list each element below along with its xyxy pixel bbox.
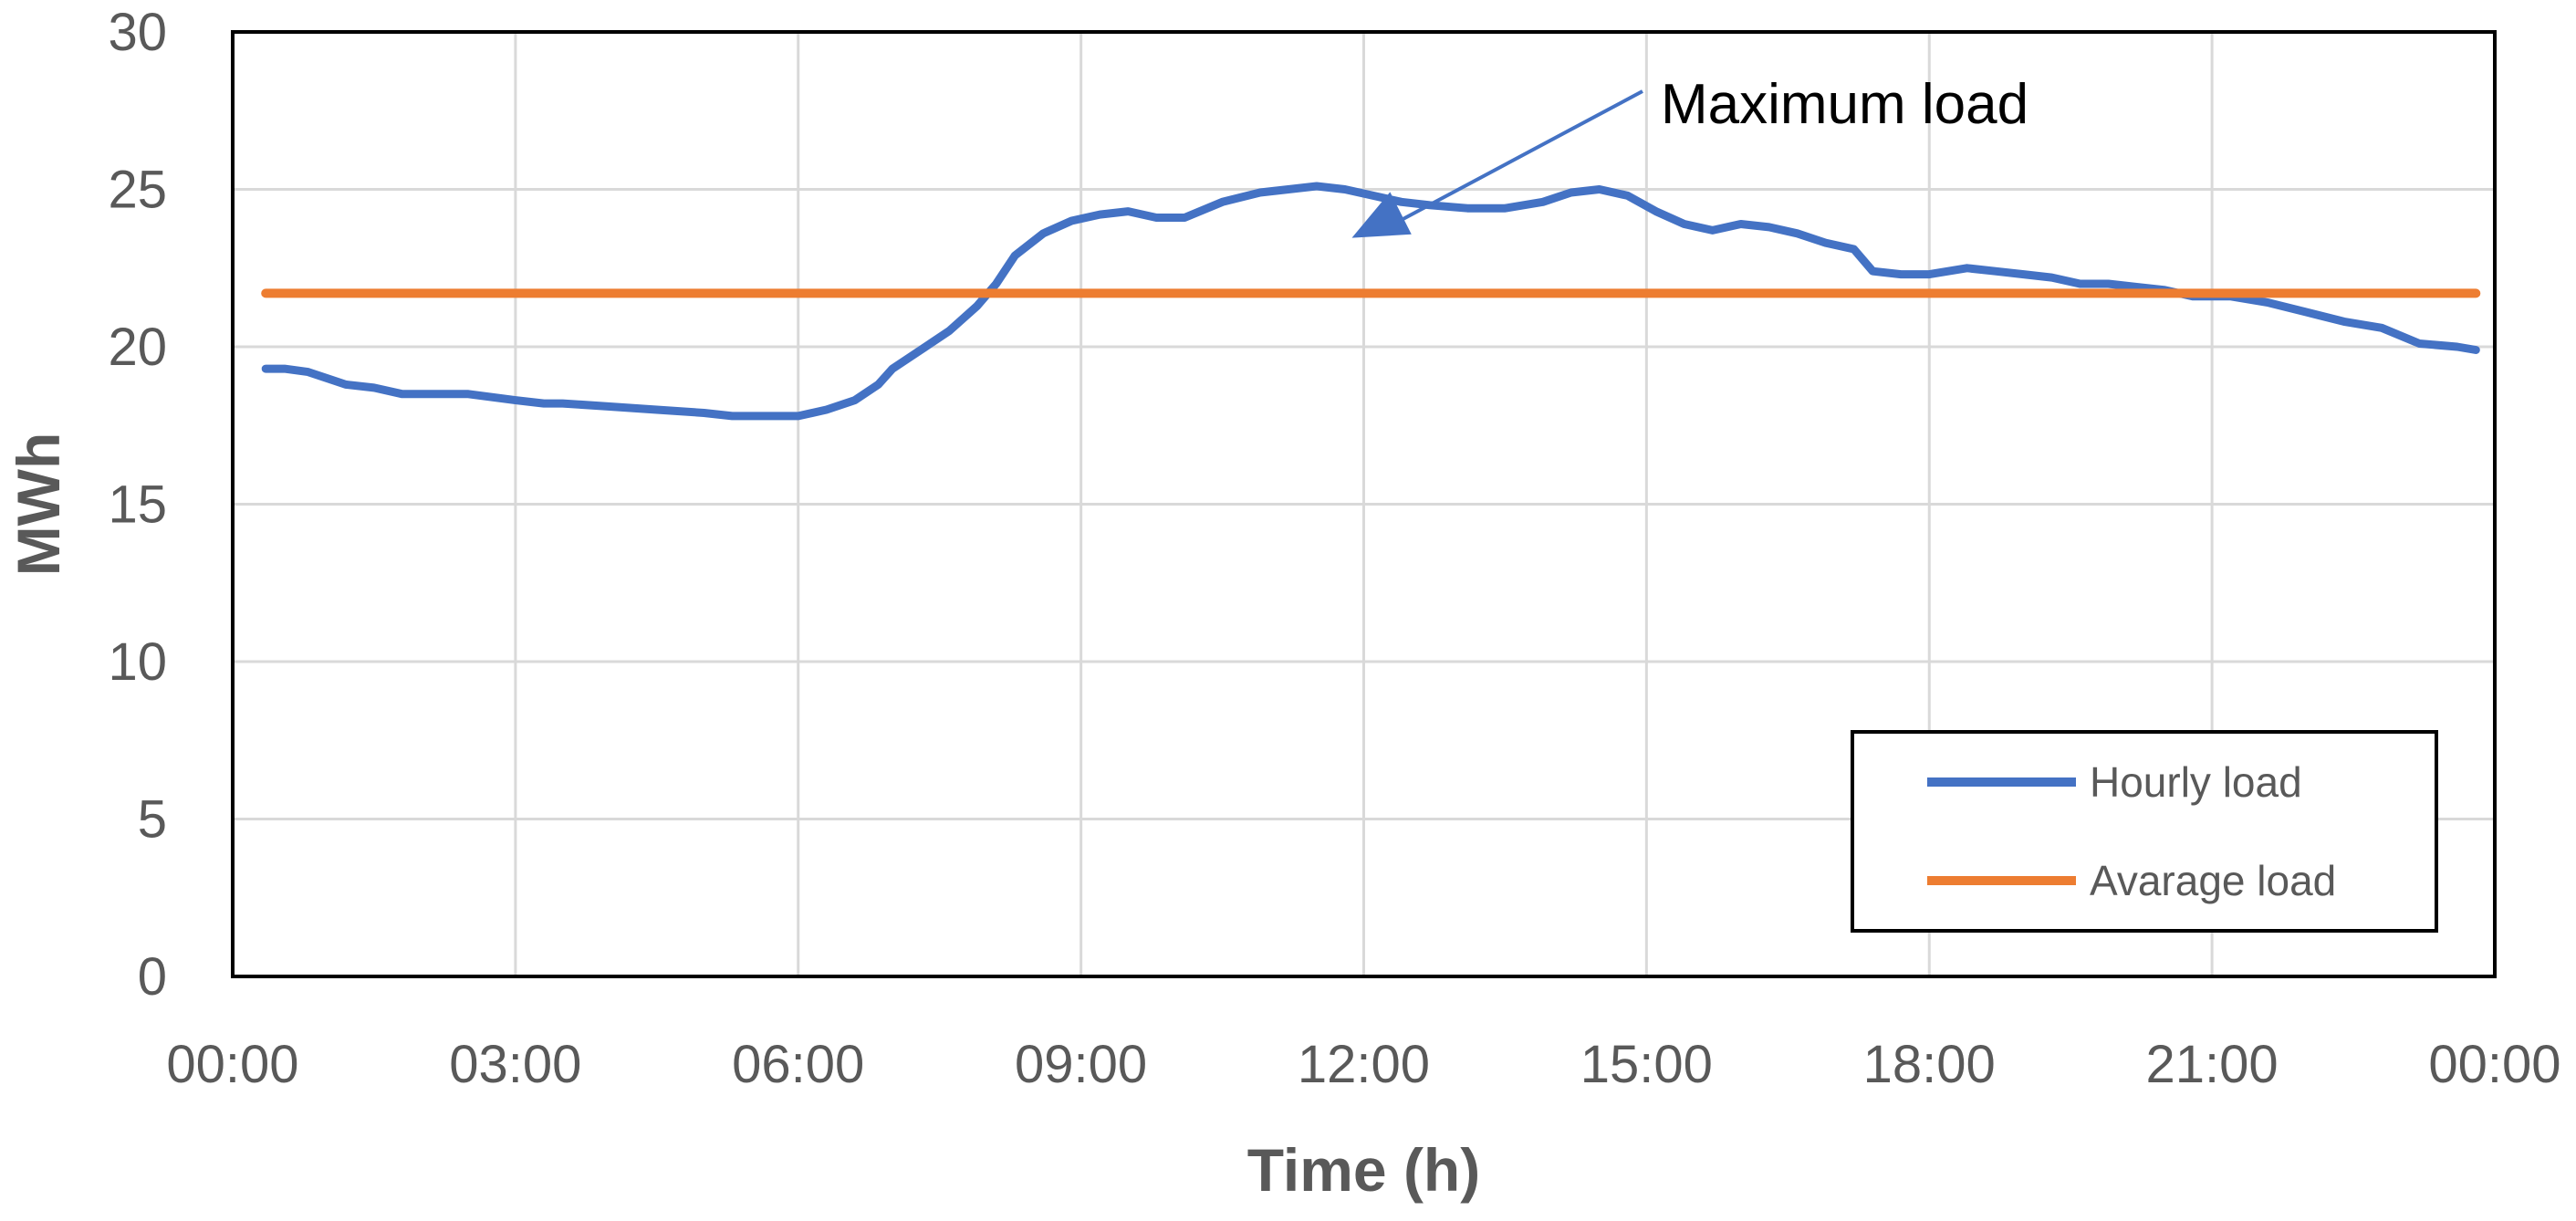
- y-tick-label: 0: [138, 947, 167, 1007]
- legend-box: [1851, 730, 2438, 933]
- x-tick-label: 18:00: [1863, 1035, 1996, 1094]
- x-tick-label: 03:00: [449, 1035, 581, 1094]
- legend-label: Avarage load: [2090, 857, 2336, 904]
- annotation-label: Maximum load: [1661, 73, 2028, 136]
- y-tick-label: 15: [108, 475, 167, 535]
- y-tick-label: 25: [108, 161, 167, 220]
- series-line-hourly-load: [261, 182, 2480, 421]
- y-tick-label: 5: [138, 790, 167, 850]
- y-tick-label: 30: [108, 3, 167, 62]
- x-tick-label: 09:00: [1015, 1035, 1147, 1094]
- x-axis-title: Time (h): [1247, 1136, 1480, 1204]
- x-tick-label: 12:00: [1298, 1035, 1430, 1094]
- y-tick-label: 10: [108, 632, 167, 692]
- y-axis-title: MWh: [5, 433, 72, 577]
- x-tick-label: 21:00: [2146, 1035, 2279, 1094]
- annotation-arrow-head: [1351, 192, 1412, 238]
- x-tick-label: 00:00: [166, 1035, 298, 1094]
- x-tick-label: 15:00: [1580, 1035, 1713, 1094]
- y-tick-label: 20: [108, 318, 167, 377]
- legend-label: Hourly load: [2090, 758, 2302, 806]
- x-tick-label: 00:00: [2428, 1035, 2560, 1094]
- plot-frame: [231, 30, 2497, 978]
- x-tick-label: 06:00: [732, 1035, 864, 1094]
- annotation-arrow-line: [1387, 89, 1643, 229]
